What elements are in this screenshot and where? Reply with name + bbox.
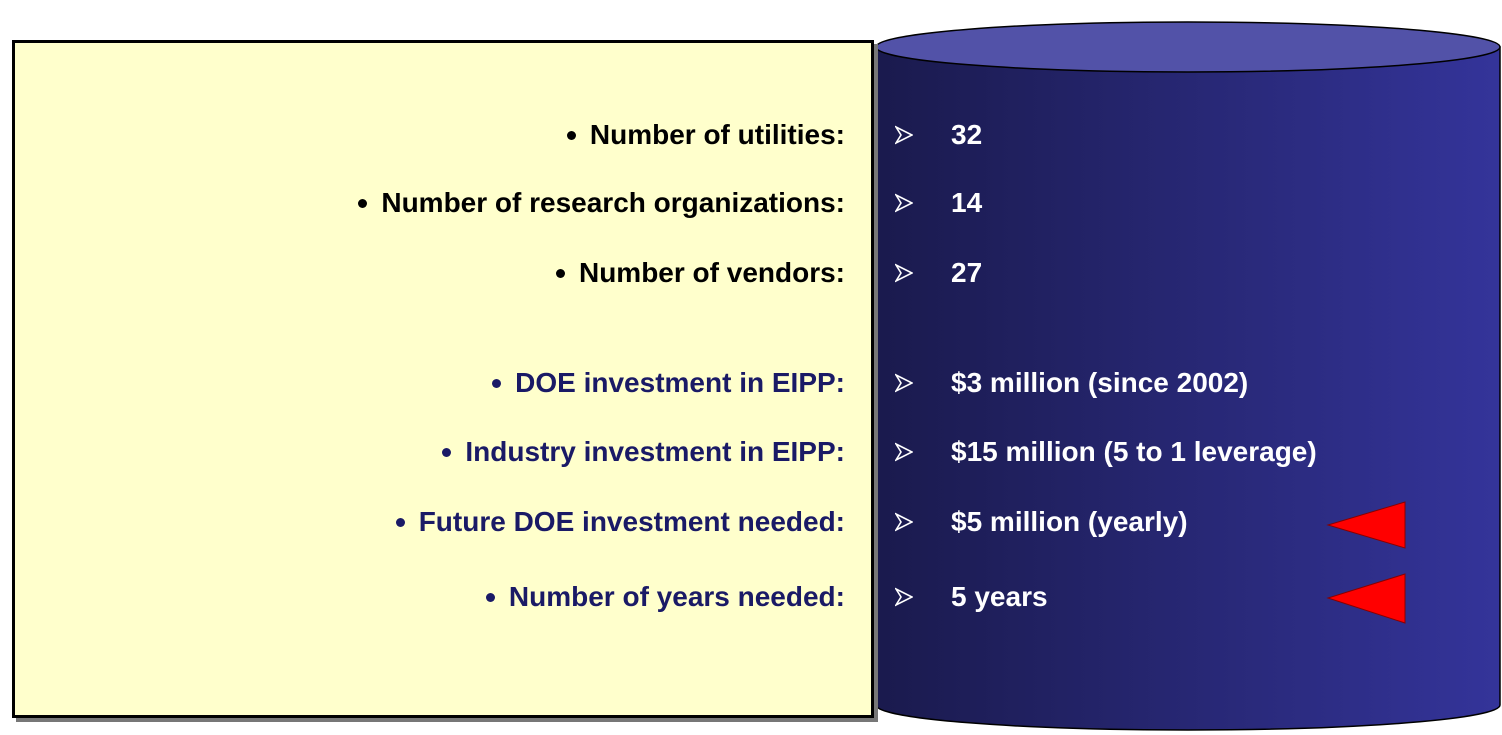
row-label: Number of vendors: <box>555 257 845 289</box>
row-label: Number of research organizations: <box>358 187 845 219</box>
row-label: Future DOE investment needed: <box>395 506 845 538</box>
label-text: Number of utilities: <box>589 119 845 150</box>
row-label: Number of utilities: <box>566 119 845 151</box>
label-text: Number of years needed: <box>508 581 845 612</box>
row-value: $5 million (yearly) <box>895 506 1188 538</box>
arrow-bullet <box>895 442 913 462</box>
row-label: Industry investment in EIPP: <box>442 436 845 468</box>
label-text: Future DOE investment needed: <box>418 506 845 537</box>
row-label: DOE investment in EIPP: <box>492 367 845 399</box>
bullet <box>492 378 502 388</box>
pointer-triangle <box>1326 501 1406 549</box>
arrow-bullet <box>895 512 913 532</box>
value-text: 14 <box>951 187 983 218</box>
value-text: 27 <box>951 257 983 288</box>
value-text: 32 <box>951 119 983 150</box>
label-text: Industry investment in EIPP: <box>465 436 845 467</box>
row-value: $3 million (since 2002) <box>895 367 1248 399</box>
bullet <box>555 268 565 278</box>
value-text: $5 million (yearly) <box>951 506 1188 537</box>
row-value: $15 million (5 to 1 leverage) <box>895 436 1317 468</box>
label-panel <box>12 40 874 718</box>
bullet <box>358 198 368 208</box>
pointer-triangle <box>1326 573 1406 624</box>
row-label: Number of years needed: <box>485 581 845 613</box>
label-text: DOE investment in EIPP: <box>515 367 845 398</box>
bullet <box>566 130 576 140</box>
value-text: 5 years <box>951 581 1048 612</box>
arrow-bullet <box>895 587 913 607</box>
arrow-bullet <box>895 125 913 145</box>
label-text: Number of vendors: <box>578 257 845 288</box>
row-value: 27 <box>895 257 982 289</box>
bullet <box>442 447 452 457</box>
cylinder-top <box>875 21 1501 73</box>
bullet <box>485 592 495 602</box>
row-value: 5 years <box>895 581 1048 613</box>
arrow-bullet <box>895 193 913 213</box>
value-text: $3 million (since 2002) <box>951 367 1249 398</box>
row-value: 32 <box>895 119 982 151</box>
arrow-bullet <box>895 373 913 393</box>
value-text: $15 million (5 to 1 leverage) <box>951 436 1317 467</box>
cylinder-body <box>875 46 1501 731</box>
bullet <box>395 517 405 527</box>
label-text: Number of research organizations: <box>381 187 845 218</box>
row-value: 14 <box>895 187 982 219</box>
arrow-bullet <box>895 263 913 283</box>
